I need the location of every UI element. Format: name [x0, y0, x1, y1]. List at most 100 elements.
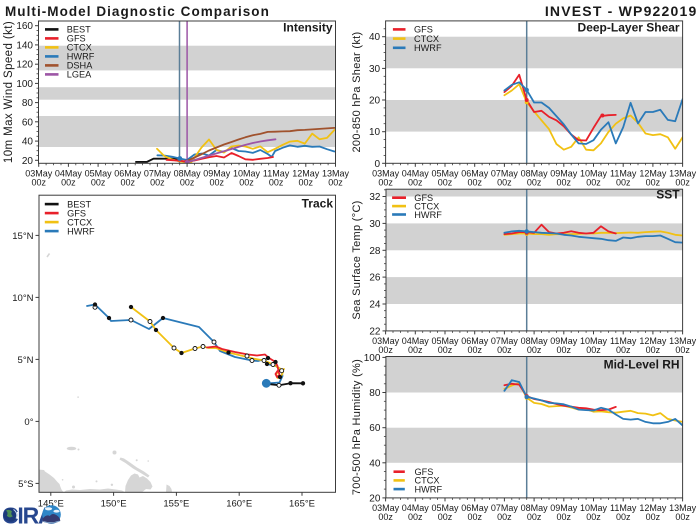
- svg-text:30: 30: [369, 219, 381, 230]
- svg-text:06May: 06May: [461, 169, 489, 179]
- svg-text:08May: 08May: [521, 169, 549, 179]
- svg-text:155°E: 155°E: [163, 499, 189, 510]
- svg-text:LGEA: LGEA: [67, 70, 92, 80]
- svg-text:60: 60: [369, 423, 381, 434]
- svg-text:Intensity: Intensity: [283, 21, 333, 35]
- svg-text:07May: 07May: [491, 336, 519, 346]
- svg-text:09May: 09May: [550, 336, 578, 346]
- svg-text:00z: 00z: [408, 512, 423, 522]
- svg-text:00z: 00z: [675, 178, 690, 188]
- svg-text:10May: 10May: [580, 336, 608, 346]
- svg-text:120: 120: [16, 60, 33, 71]
- svg-text:10May: 10May: [233, 169, 261, 179]
- svg-text:20: 20: [22, 156, 34, 167]
- svg-text:10: 10: [369, 127, 381, 138]
- svg-text:00z: 00z: [210, 178, 225, 188]
- svg-text:0°: 0°: [24, 417, 33, 428]
- svg-text:10m Max Wind Speed (kt): 10m Max Wind Speed (kt): [3, 21, 15, 163]
- svg-text:00z: 00z: [616, 345, 631, 355]
- svg-text:00z: 00z: [557, 345, 572, 355]
- svg-text:10°N: 10°N: [12, 293, 33, 304]
- svg-text:26: 26: [369, 273, 381, 284]
- svg-text:GFS: GFS: [414, 193, 433, 203]
- svg-text:09May: 09May: [203, 169, 231, 179]
- svg-text:00z: 00z: [408, 178, 423, 188]
- svg-text:Multi-Model Diagnostic Compari: Multi-Model Diagnostic Comparison: [5, 4, 270, 19]
- svg-text:00z: 00z: [299, 178, 314, 188]
- svg-text:06May: 06May: [461, 503, 489, 513]
- svg-text:06May: 06May: [461, 336, 489, 346]
- svg-text:00z: 00z: [378, 512, 393, 522]
- svg-text:0: 0: [375, 159, 381, 170]
- svg-text:12May: 12May: [639, 503, 667, 513]
- svg-text:00z: 00z: [557, 512, 572, 522]
- svg-text:GFS: GFS: [67, 34, 86, 44]
- svg-text:07May: 07May: [491, 169, 519, 179]
- svg-text:GFS: GFS: [415, 467, 434, 477]
- svg-text:Deep-Layer Shear: Deep-Layer Shear: [578, 21, 680, 35]
- svg-text:00z: 00z: [497, 178, 512, 188]
- svg-text:00z: 00z: [497, 512, 512, 522]
- svg-text:03May: 03May: [372, 169, 400, 179]
- svg-text:00z: 00z: [646, 178, 661, 188]
- svg-text:150°E: 150°E: [101, 499, 127, 510]
- svg-text:03May: 03May: [372, 336, 400, 346]
- svg-text:00z: 00z: [61, 178, 76, 188]
- svg-text:00z: 00z: [527, 178, 542, 188]
- svg-text:80: 80: [369, 388, 381, 399]
- svg-text:00z: 00z: [586, 345, 601, 355]
- svg-text:13May: 13May: [322, 169, 350, 179]
- svg-text:00z: 00z: [467, 512, 482, 522]
- svg-text:04May: 04May: [402, 336, 430, 346]
- svg-text:08May: 08May: [521, 503, 549, 513]
- svg-text:00z: 00z: [467, 178, 482, 188]
- svg-text:00z: 00z: [557, 178, 572, 188]
- svg-text:20: 20: [369, 96, 381, 107]
- svg-text:12May: 12May: [292, 169, 320, 179]
- svg-text:10May: 10May: [580, 169, 608, 179]
- svg-text:145°E: 145°E: [38, 499, 64, 510]
- svg-text:00z: 00z: [527, 345, 542, 355]
- svg-text:00z: 00z: [497, 345, 512, 355]
- svg-text:00z: 00z: [328, 178, 343, 188]
- svg-text:00z: 00z: [646, 512, 661, 522]
- svg-text:22: 22: [369, 326, 381, 337]
- svg-text:07May: 07May: [491, 503, 519, 513]
- svg-text:12May: 12May: [639, 336, 667, 346]
- svg-text:00z: 00z: [180, 178, 195, 188]
- svg-text:04May: 04May: [402, 169, 430, 179]
- svg-text:40: 40: [369, 458, 381, 469]
- svg-text:160°E: 160°E: [226, 499, 252, 510]
- svg-text:00z: 00z: [31, 178, 46, 188]
- svg-text:HWRF: HWRF: [67, 52, 95, 62]
- svg-text:00z: 00z: [438, 178, 453, 188]
- svg-text:09May: 09May: [550, 503, 578, 513]
- svg-text:00z: 00z: [438, 345, 453, 355]
- svg-text:05May: 05May: [85, 169, 113, 179]
- svg-text:CTCX: CTCX: [414, 201, 439, 211]
- svg-text:05May: 05May: [431, 336, 459, 346]
- svg-text:HWRF: HWRF: [414, 210, 442, 220]
- svg-text:10May: 10May: [580, 503, 608, 513]
- svg-text:200-850 hPa Shear (kt): 200-850 hPa Shear (kt): [351, 32, 363, 153]
- svg-text:05May: 05May: [431, 169, 459, 179]
- svg-text:11May: 11May: [263, 169, 290, 179]
- svg-text:165°E: 165°E: [289, 499, 315, 510]
- svg-text:00z: 00z: [438, 512, 453, 522]
- svg-text:HWRF: HWRF: [414, 43, 442, 53]
- svg-text:30: 30: [369, 64, 381, 75]
- svg-text:15°N: 15°N: [12, 231, 33, 242]
- svg-text:00z: 00z: [269, 178, 284, 188]
- svg-text:CTCX: CTCX: [415, 476, 440, 486]
- svg-text:00z: 00z: [527, 512, 542, 522]
- svg-text:00z: 00z: [120, 178, 135, 188]
- svg-text:00z: 00z: [91, 178, 106, 188]
- svg-text:04May: 04May: [55, 169, 83, 179]
- svg-text:GFS: GFS: [67, 208, 86, 218]
- svg-text:CTCX: CTCX: [67, 43, 92, 53]
- svg-text:03May: 03May: [25, 169, 53, 179]
- svg-text:CTCX: CTCX: [67, 217, 92, 227]
- svg-text:40: 40: [369, 32, 381, 43]
- svg-text:Track: Track: [302, 197, 334, 211]
- svg-text:03May: 03May: [372, 503, 400, 513]
